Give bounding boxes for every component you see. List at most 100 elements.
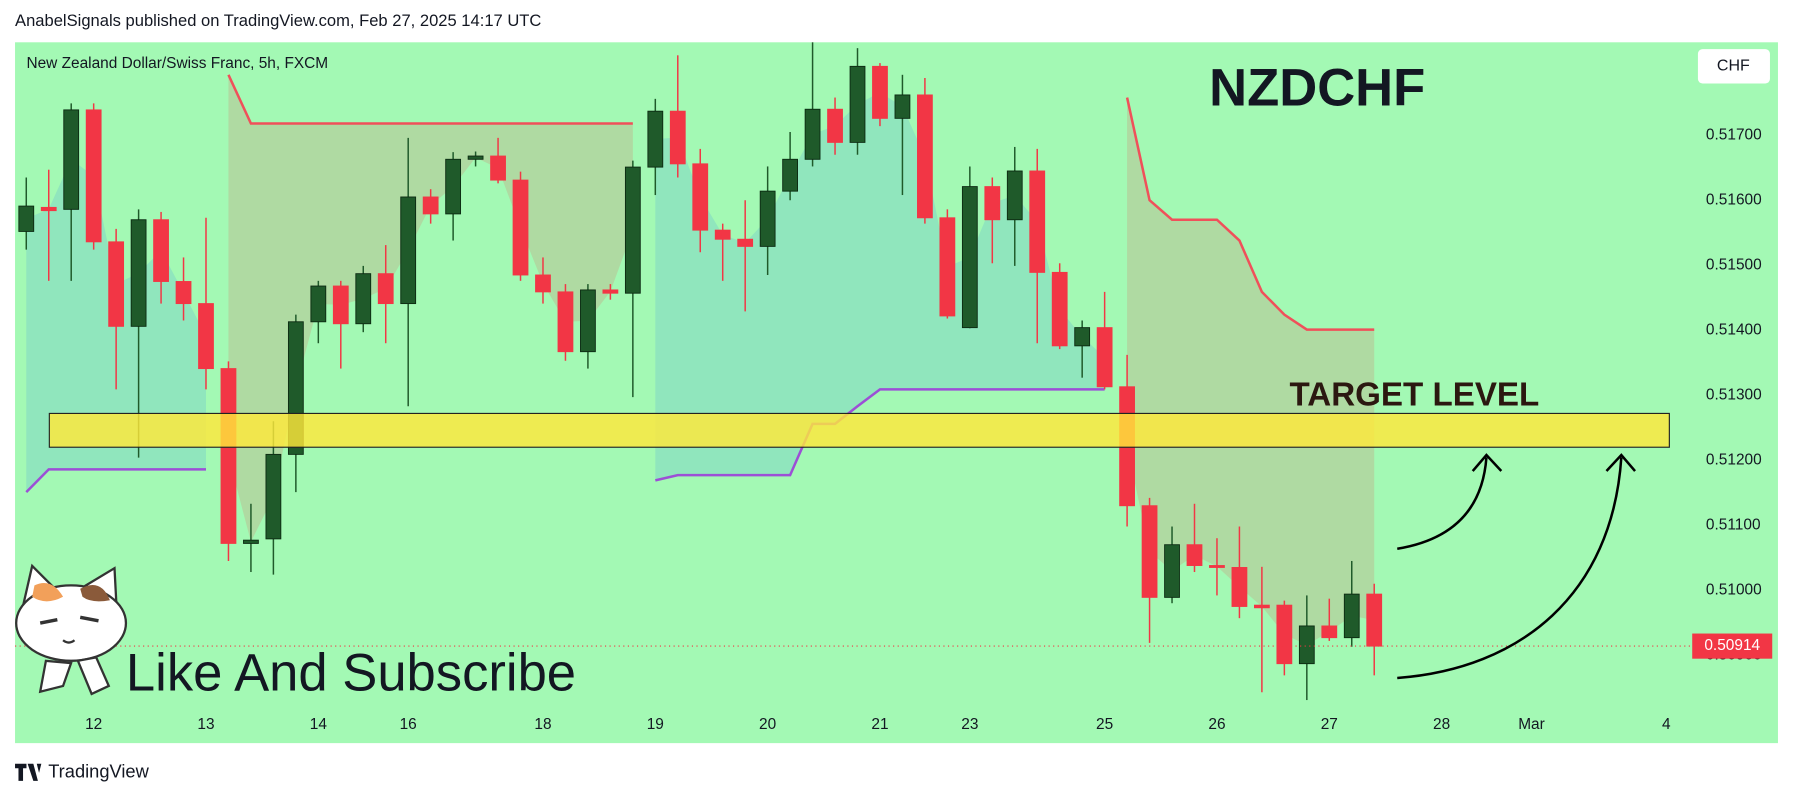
y-tick-label: 0.51400 xyxy=(1706,321,1762,338)
candle-body xyxy=(445,158,462,215)
candle-body xyxy=(467,155,484,160)
arrows xyxy=(1397,453,1637,680)
x-tick-label: 21 xyxy=(871,716,888,733)
candle-body xyxy=(153,219,169,282)
candle-body xyxy=(535,274,551,293)
x-tick-label: 27 xyxy=(1321,716,1338,733)
y-tick-label: 0.51000 xyxy=(1706,581,1762,598)
target-zone xyxy=(48,412,1670,448)
candle-body xyxy=(827,108,843,143)
candle-body xyxy=(804,108,821,160)
candle-body xyxy=(1321,625,1338,639)
band-fill xyxy=(1127,97,1375,645)
band-fill xyxy=(228,74,633,542)
candle-body xyxy=(669,110,686,165)
candle-body xyxy=(85,109,102,243)
header: AnabelSignals published on TradingView.c… xyxy=(15,11,541,30)
x-tick-label: 12 xyxy=(85,716,102,733)
candle-body xyxy=(1164,544,1180,598)
candle-body xyxy=(737,238,754,247)
candle-body xyxy=(580,289,596,353)
candle-body xyxy=(1366,593,1383,647)
last-price-box xyxy=(1692,633,1773,659)
symbol: NZDCHF xyxy=(1209,58,1425,117)
lower-line xyxy=(25,468,207,493)
candle-body xyxy=(198,303,214,370)
candle-body xyxy=(512,179,529,276)
candle-body xyxy=(624,166,641,294)
x-tick-label: Mar xyxy=(1518,716,1545,733)
annotation: Like And Subscribe xyxy=(126,644,576,703)
upper-line xyxy=(227,74,633,125)
candle-body xyxy=(1074,327,1091,347)
candle-body xyxy=(961,186,978,329)
currency-box xyxy=(1697,49,1770,84)
candle-body xyxy=(108,241,125,327)
candle-body xyxy=(602,289,619,294)
y-tick-label: 0.51200 xyxy=(1706,451,1762,468)
candle-body xyxy=(1186,544,1203,566)
y-tick-label: 0.51700 xyxy=(1706,126,1762,143)
currency: CHF xyxy=(1717,58,1750,75)
x-tick-label: 14 xyxy=(310,716,328,733)
candle-body xyxy=(265,453,282,540)
candle-body xyxy=(490,155,506,181)
candle-body xyxy=(759,190,776,247)
candle-body xyxy=(1209,565,1225,568)
candle-body xyxy=(557,291,574,353)
candle-body xyxy=(220,368,237,544)
candle-body xyxy=(18,205,35,232)
candle-body xyxy=(1051,271,1068,347)
candle-body xyxy=(310,285,327,323)
y-tick-label: 0.51100 xyxy=(1706,516,1761,533)
y-tick-label: 0.51500 xyxy=(1706,256,1762,273)
x-tick-label: 13 xyxy=(197,716,214,733)
candle-body xyxy=(130,219,147,327)
candle-body xyxy=(1141,505,1158,598)
candle-body xyxy=(1096,327,1113,388)
candle-body xyxy=(1006,170,1023,221)
candle-body xyxy=(1298,625,1315,665)
candle-body xyxy=(917,94,933,219)
candle-body xyxy=(400,196,417,305)
lower-line xyxy=(655,388,1105,482)
annotation: TARGET LEVEL xyxy=(1290,376,1540,413)
x-tick-label: 28 xyxy=(1433,716,1450,733)
cat-icon xyxy=(15,563,128,696)
x-tick-label: 25 xyxy=(1096,716,1113,733)
x-tick-label: 4 xyxy=(1662,716,1671,733)
y-tick-label: 0.51600 xyxy=(1706,191,1762,208)
plot-background xyxy=(15,42,1778,744)
candle-body xyxy=(692,163,709,231)
candle-body xyxy=(63,109,80,210)
candle-body xyxy=(1231,567,1248,607)
candle-body xyxy=(377,273,394,305)
chart-title: New Zealand Dollar/Swiss Franc, 5h, FXCM xyxy=(26,55,328,72)
x-tick-label: 20 xyxy=(759,716,776,733)
candle-body xyxy=(1276,604,1293,665)
candle-body xyxy=(894,94,911,119)
x-tick-label: 23 xyxy=(961,716,978,733)
x-tick-label: 19 xyxy=(647,716,664,733)
candle-body xyxy=(40,206,57,212)
x-tick-label: 16 xyxy=(400,716,417,733)
candle-body xyxy=(984,186,1001,221)
footer: TradingView xyxy=(48,761,149,782)
x-tick-label: 18 xyxy=(534,716,551,733)
candle-body xyxy=(243,539,259,544)
upper-line xyxy=(1125,97,1375,331)
band-fill xyxy=(655,92,1105,481)
candle-body xyxy=(175,281,192,305)
x-tick-label: 26 xyxy=(1208,716,1225,733)
candle-body xyxy=(1343,593,1360,639)
candle-body xyxy=(355,273,372,325)
candle-body xyxy=(647,110,664,168)
last-price-label: 0.50914 xyxy=(1704,637,1760,654)
footer-logo: TradingView xyxy=(15,761,150,782)
candle-body xyxy=(332,285,349,325)
candle-body xyxy=(422,196,439,215)
candle-body xyxy=(1254,604,1270,609)
candle-body xyxy=(872,65,888,119)
